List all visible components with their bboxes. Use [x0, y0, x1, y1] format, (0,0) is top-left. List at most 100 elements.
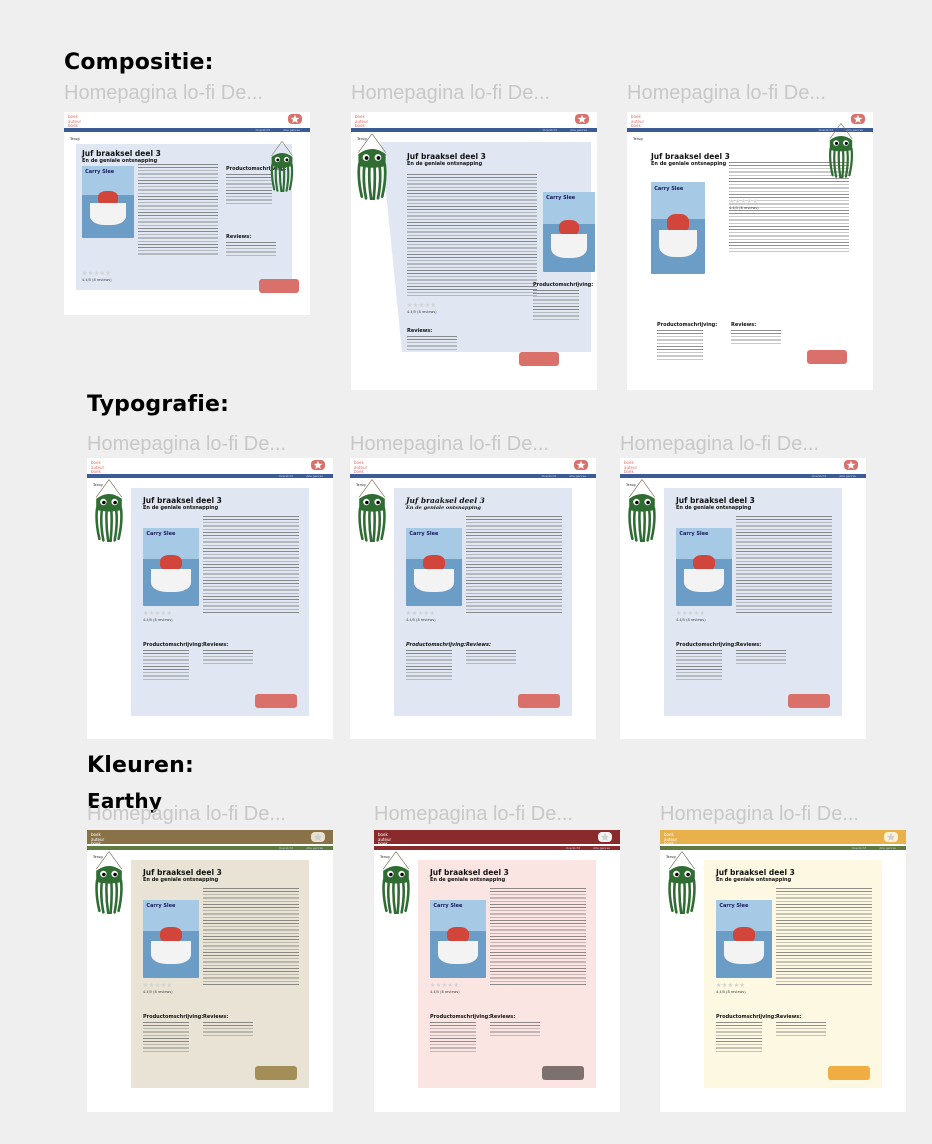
back-link[interactable]: Terug	[666, 855, 676, 859]
nav-item[interactable]: boek	[91, 469, 101, 474]
favorite-star-icon[interactable]	[851, 114, 865, 124]
mockup-frame[interactable]: boek auteur boek Overzicht Alle genres Terug J…	[627, 112, 873, 390]
nav-item[interactable]: boek	[355, 123, 365, 128]
favorite-star-icon[interactable]	[574, 460, 588, 470]
primary-button[interactable]	[255, 694, 297, 708]
mockup-frame[interactable]: boek auteur boek Overzicht Alle genres Terug J…	[351, 112, 597, 390]
frame-title[interactable]: Homepagina lo-fi De...	[351, 82, 550, 104]
subnav-link[interactable]: Overzicht	[818, 128, 833, 132]
rating-stars[interactable]: ★★★★★	[729, 198, 759, 205]
favorite-star-icon[interactable]	[288, 114, 302, 124]
mockup-frame[interactable]: boek auteur boek Overzicht Alle genres Terug J…	[64, 112, 310, 315]
nav-item[interactable]: boek	[378, 841, 388, 846]
subnav-link[interactable]: Alle genres	[593, 846, 610, 850]
subnav-link[interactable]: Overzicht	[541, 474, 556, 478]
frame-title[interactable]: Homepagina lo-fi De...	[374, 803, 573, 825]
nav-item[interactable]: boek	[664, 841, 674, 846]
nav-item[interactable]: boek	[378, 832, 388, 837]
favorite-star-icon[interactable]	[884, 832, 898, 842]
frame-title[interactable]: Homepagina lo-fi De...	[620, 433, 819, 455]
primary-button[interactable]	[519, 352, 559, 366]
primary-button[interactable]	[259, 279, 299, 293]
nav-item[interactable]: auteur	[91, 464, 105, 470]
back-link[interactable]: Terug	[93, 483, 103, 487]
primary-button[interactable]	[807, 350, 847, 364]
rating-stars[interactable]: ★★★★★	[407, 302, 437, 309]
subnav-link[interactable]: Overzicht	[811, 474, 826, 478]
nav-item[interactable]: auteur	[91, 836, 105, 842]
back-link[interactable]: Terug	[380, 855, 390, 859]
nav-item[interactable]: boek	[631, 114, 641, 119]
frame-title[interactable]: Homepagina lo-fi De...	[87, 433, 286, 455]
frame-title[interactable]: Homepagina lo-fi De...	[627, 82, 826, 104]
primary-button[interactable]	[828, 1066, 870, 1080]
nav-item[interactable]: boek	[354, 460, 364, 465]
frame-title[interactable]: Homepagina lo-fi De...	[87, 803, 286, 825]
primary-button[interactable]	[542, 1066, 584, 1080]
back-link[interactable]: Terug	[356, 483, 366, 487]
favorite-star-icon[interactable]	[575, 114, 589, 124]
nav-item[interactable]: boek	[68, 123, 78, 128]
subnav-link[interactable]: Alle genres	[569, 474, 586, 478]
nav-item[interactable]: boek	[624, 460, 634, 465]
nav-item[interactable]: boek	[91, 460, 101, 465]
nav-item[interactable]: boek	[631, 123, 641, 128]
subnav-link[interactable]: Overzicht	[278, 846, 293, 850]
back-link[interactable]: Terug	[626, 483, 636, 487]
nav-item[interactable]: auteur	[624, 464, 638, 470]
nav-item[interactable]: auteur	[378, 836, 392, 842]
subnav-link[interactable]: Alle genres	[283, 128, 300, 132]
nav-item[interactable]: auteur	[631, 118, 645, 124]
rating-stars[interactable]: ★★★★★	[406, 610, 436, 617]
nav-item[interactable]: auteur	[354, 464, 368, 470]
book-title: Juf braaksel deel 3	[716, 868, 795, 877]
nav-item[interactable]: auteur	[664, 836, 678, 842]
frame-title[interactable]: Homepagina lo-fi De...	[660, 803, 859, 825]
mockup-frame[interactable]: boek auteur boek Overzicht Alle genres Terug J…	[660, 830, 906, 1112]
nav-item[interactable]: boek	[624, 469, 634, 474]
nav-item[interactable]: boek	[91, 841, 101, 846]
back-link[interactable]: Terug	[70, 137, 80, 141]
subnav-link[interactable]: Alle genres	[306, 474, 323, 478]
favorite-star-icon[interactable]	[844, 460, 858, 470]
favorite-star-icon[interactable]	[311, 460, 325, 470]
primary-button[interactable]	[255, 1066, 297, 1080]
rating-stars[interactable]: ★★★★★	[143, 982, 173, 989]
rating-stars[interactable]: ★★★★★	[82, 270, 112, 277]
nav-item[interactable]: boek	[91, 832, 101, 837]
back-link[interactable]: Terug	[93, 855, 103, 859]
mockup-frame[interactable]: boek auteur boek Overzicht Alle genres Terug J…	[87, 830, 333, 1112]
mockup-frame[interactable]: boek auteur boek Overzicht Alle genres Terug J…	[374, 830, 620, 1112]
rating-stars[interactable]: ★★★★★	[676, 610, 706, 617]
subnav-link[interactable]: Overzicht	[851, 846, 866, 850]
nav-item[interactable]: boek	[354, 469, 364, 474]
mockup-frame[interactable]: boek auteur boek Overzicht Alle genres Terug J…	[87, 458, 333, 739]
frame-title[interactable]: Homepagina lo-fi De...	[64, 82, 263, 104]
frame-title[interactable]: Homepagina lo-fi De...	[350, 433, 549, 455]
subnav-link[interactable]: Overzicht	[542, 128, 557, 132]
subnav-link[interactable]: Overzicht	[278, 474, 293, 478]
back-link[interactable]: Terug	[633, 137, 643, 141]
favorite-star-icon[interactable]	[311, 832, 325, 842]
primary-button[interactable]	[518, 694, 560, 708]
mockup-frame[interactable]: boek auteur boek Overzicht Alle genres Terug J…	[350, 458, 596, 739]
favorite-star-icon[interactable]	[598, 832, 612, 842]
rating-stars[interactable]: ★★★★★	[430, 982, 460, 989]
subnav-link[interactable]: Alle genres	[879, 846, 896, 850]
mockup-frame[interactable]: boek auteur boek Overzicht Alle genres Terug J…	[620, 458, 866, 739]
subnav-link[interactable]: Alle genres	[570, 128, 587, 132]
rating-stars[interactable]: ★★★★★	[143, 610, 173, 617]
subnav-link[interactable]: Alle genres	[846, 128, 863, 132]
nav-item[interactable]: auteur	[355, 118, 369, 124]
subnav-link[interactable]: Overzicht	[565, 846, 580, 850]
subnav-link[interactable]: Alle genres	[839, 474, 856, 478]
nav-item[interactable]: auteur	[68, 118, 82, 124]
nav-item[interactable]: boek	[355, 114, 365, 119]
back-link[interactable]: Terug	[357, 137, 367, 141]
rating-stars[interactable]: ★★★★★	[716, 982, 746, 989]
primary-button[interactable]	[788, 694, 830, 708]
nav-item[interactable]: boek	[68, 114, 78, 119]
subnav-link[interactable]: Overzicht	[255, 128, 270, 132]
subnav-link[interactable]: Alle genres	[306, 846, 323, 850]
nav-item[interactable]: boek	[664, 832, 674, 837]
